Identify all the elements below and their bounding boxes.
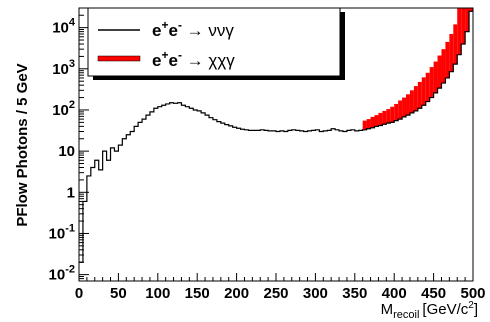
signal-bin	[398, 100, 403, 120]
y-tick-label: 10-2	[49, 264, 75, 284]
legend-swatch-chichigamma	[97, 55, 141, 62]
signal-bin	[445, 41, 450, 78]
y-tick-label: 10-1	[49, 222, 75, 242]
x-tick-label: 450	[421, 285, 446, 302]
background-step-line	[79, 10, 473, 263]
signal-bin	[469, 8, 473, 12]
signal-bin	[390, 106, 395, 123]
signal-histogram	[362, 8, 473, 130]
y-tick-label: 104	[52, 17, 76, 37]
signal-bin	[413, 86, 418, 111]
y-axis-ticks: 10-2 10-1 1 10 102 103 104	[49, 14, 89, 284]
x-tick-label: 400	[382, 285, 407, 302]
signal-bin	[370, 116, 375, 128]
signal-bin	[433, 61, 438, 93]
x-tick-label: 100	[145, 285, 170, 302]
signal-bin	[402, 97, 407, 117]
y-tick-label: 1	[67, 184, 75, 201]
x-tick-label: 50	[110, 285, 127, 302]
signal-bin	[409, 90, 414, 113]
signal-bin	[374, 115, 379, 127]
signal-bin	[406, 94, 410, 116]
y-tick-label: 102	[52, 99, 75, 119]
x-axis-ticks: 0 50 100 150 200 250 300 350 400 450 500	[75, 273, 486, 302]
signal-bin	[453, 24, 458, 65]
x-tick-label: 300	[303, 285, 328, 302]
background-histogram	[79, 10, 473, 263]
x-tick-label: 350	[342, 285, 367, 302]
y-tick-label: 10	[58, 143, 75, 160]
signal-bin	[378, 112, 383, 126]
signal-bin	[449, 34, 454, 72]
signal-bin	[437, 55, 442, 89]
signal-bin	[465, 8, 470, 32]
signal-bin	[425, 72, 430, 102]
signal-bin	[421, 77, 426, 106]
signal-bin	[429, 67, 434, 98]
signal-bin	[457, 8, 462, 55]
signal-bin	[386, 109, 391, 124]
x-tick-label: 500	[460, 285, 485, 302]
signal-bin	[461, 8, 466, 45]
x-tick-label: 150	[185, 285, 210, 302]
x-tick-label: 200	[224, 285, 249, 302]
x-tick-label: 250	[263, 285, 288, 302]
signal-bin	[441, 49, 446, 84]
y-tick-label: 103	[52, 58, 75, 78]
signal-bin	[366, 119, 371, 129]
y-axis-label: PFlow Photons / 5 GeV	[14, 63, 31, 226]
signal-bin	[362, 120, 367, 130]
x-tick-label: 0	[75, 285, 83, 302]
signal-bin	[394, 103, 399, 121]
signal-bin	[417, 81, 422, 109]
signal-bin	[382, 110, 387, 125]
legend-label-chichigamma: e+e- → χχγ	[152, 48, 235, 70]
legend-label-nunugamma: e+e- → ννγ	[152, 18, 234, 40]
x-axis-label: Mrecoil [GeV/c2]	[381, 300, 478, 321]
legend: e+e- → ννγ e+e- → χχγ	[87, 7, 345, 80]
legend-box	[87, 7, 341, 77]
